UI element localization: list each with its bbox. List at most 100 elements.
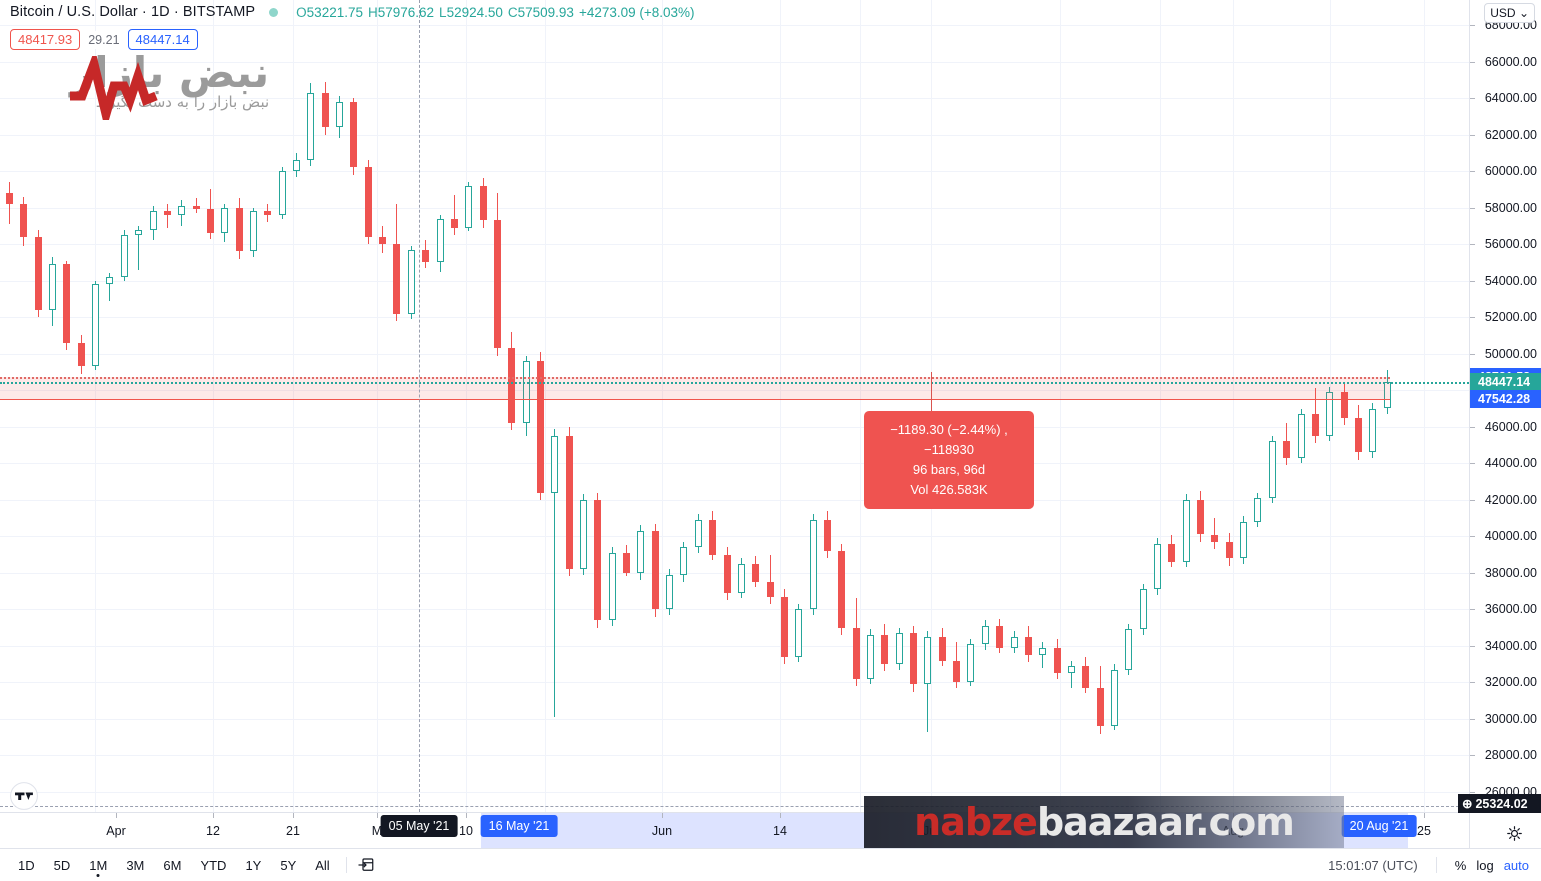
- price-tick-label: 66000.00: [1484, 54, 1537, 69]
- close-value: 57509.93: [517, 4, 574, 20]
- price-tick-mark: [1470, 61, 1475, 63]
- candlestick: [436, 0, 444, 812]
- badge-blue-value[interactable]: 48447.14: [127, 29, 198, 50]
- gridline-vertical: [1424, 0, 1425, 812]
- candlestick: [149, 0, 157, 812]
- price-tick-mark: [1470, 280, 1475, 282]
- candlestick: [450, 0, 458, 812]
- candlestick: [1010, 0, 1018, 812]
- candlestick: [6, 0, 13, 812]
- gridline-vertical: [860, 0, 861, 812]
- candlestick: [364, 0, 372, 812]
- price-scale[interactable]: 68000.00 66000.00 64000.00 62000.00 60000.00…: [1458, 0, 1541, 814]
- time-tick-label: 14: [773, 824, 787, 838]
- price-tick-label: 32000.00: [1484, 675, 1537, 690]
- candlestick: [1082, 0, 1090, 812]
- candlestick: [1254, 0, 1262, 812]
- range-button-1d[interactable]: 1D: [18, 857, 35, 873]
- chart-pane[interactable]: −1189.30 (−2.44%) , −118930 96 bars, 96d…: [0, 0, 1469, 812]
- price-tick-label: 54000.00: [1484, 273, 1537, 288]
- range-button-ytd[interactable]: YTD: [200, 857, 227, 873]
- candlestick: [293, 0, 300, 812]
- range-button-5d[interactable]: 5D: [53, 857, 71, 873]
- price-label-lower[interactable]: 47542.28: [1470, 389, 1541, 408]
- candlestick: [135, 0, 143, 812]
- time-label-range-start[interactable]: 16 May '21: [480, 815, 558, 837]
- log-toggle[interactable]: log: [1476, 857, 1494, 873]
- candlestick: [235, 0, 243, 812]
- candlestick: [178, 0, 186, 812]
- price-tick-label: 36000.00: [1484, 602, 1537, 617]
- candlestick: [580, 0, 587, 812]
- gridline-vertical: [662, 0, 663, 812]
- tradingview-logo-icon[interactable]: [10, 782, 38, 810]
- time-label-range-end[interactable]: 20 Aug '21: [1341, 815, 1417, 837]
- time-tick-label: 12: [206, 824, 220, 838]
- candlestick: [350, 0, 358, 812]
- time-label-crosshair[interactable]: 05 May '21: [380, 815, 458, 837]
- price-tick-label: 60000.00: [1484, 164, 1537, 179]
- candlestick: [379, 0, 387, 812]
- range-button-5y[interactable]: 5Y: [280, 857, 297, 873]
- candlestick: [680, 0, 688, 812]
- candlestick: [393, 0, 401, 812]
- range-button-1m[interactable]: 1M: [81, 854, 115, 877]
- candlestick: [77, 0, 85, 812]
- candlestick: [809, 0, 817, 812]
- gridline-horizontal: [0, 244, 1469, 246]
- currency-selector[interactable]: USD ⌄: [1484, 3, 1535, 23]
- gridline-horizontal: [0, 390, 1469, 392]
- range-button-3m[interactable]: 3M: [126, 857, 145, 873]
- price-tick-label: 42000.00: [1484, 492, 1537, 507]
- price-tick-label: 62000.00: [1484, 127, 1537, 142]
- price-tick-mark: [1470, 718, 1475, 720]
- price-tick-mark: [1470, 134, 1475, 136]
- candlestick: [522, 0, 530, 812]
- resistance-zone[interactable]: [0, 376, 1390, 399]
- auto-toggle[interactable]: auto: [1503, 857, 1529, 873]
- candlestick: [336, 0, 344, 812]
- percent-toggle[interactable]: %: [1454, 857, 1467, 873]
- price-tick-label: 44000.00: [1484, 456, 1537, 471]
- candlestick: [938, 0, 946, 812]
- gridline-vertical: [377, 0, 378, 812]
- price-tick-label: 64000.00: [1484, 91, 1537, 106]
- price-tick-label: 58000.00: [1484, 200, 1537, 215]
- gear-icon[interactable]: [1506, 825, 1523, 842]
- candlestick: [1067, 0, 1075, 812]
- measure-tooltip[interactable]: −1189.30 (−2.44%) , −118930 96 bars, 96d…: [864, 411, 1034, 509]
- measure-volume: Vol 426.583K: [910, 482, 988, 497]
- candlestick: [49, 0, 57, 812]
- gridline-horizontal: [0, 134, 1469, 136]
- price-tick-mark: [1470, 207, 1475, 209]
- gridline-horizontal: [0, 609, 1469, 611]
- range-button-all[interactable]: All: [315, 857, 330, 873]
- price-label-last[interactable]: 48447.14: [1470, 373, 1541, 392]
- time-tick-mark: [116, 813, 117, 818]
- range-button-6m[interactable]: 6M: [163, 857, 182, 873]
- price-label-cursor: ⊕ 25324.02: [1458, 794, 1541, 814]
- range-button-1y[interactable]: 1Y: [245, 857, 262, 873]
- range-selector[interactable]: 1D 5D 1M 3M 6M YTD 1Y 5Y All: [0, 854, 338, 877]
- price-tick-mark: [1470, 682, 1475, 684]
- calendar-goto-icon[interactable]: [357, 856, 375, 874]
- candlestick: [924, 0, 932, 812]
- candlestick: [1283, 0, 1291, 812]
- price-tick-mark: [1470, 536, 1475, 538]
- time-tick-label: Apr: [106, 824, 126, 838]
- clock-label[interactable]: 15:01:07 (UTC): [1328, 857, 1418, 873]
- resistance-zone-top-line: [0, 376, 1390, 379]
- candlestick: [996, 0, 1004, 812]
- low-value: 52924.50: [446, 4, 503, 20]
- crosshair-plus-icon[interactable]: ⊕: [1462, 797, 1473, 812]
- badge-red-value[interactable]: 48417.93: [10, 29, 81, 50]
- candlestick: [106, 0, 114, 812]
- candlestick: [34, 0, 42, 812]
- candlestick: [1039, 0, 1047, 812]
- symbol-title[interactable]: Bitcoin / U.S. Dollar · 1D · BITSTAMP: [10, 4, 256, 20]
- candlestick: [1182, 0, 1190, 812]
- price-tick-label: 34000.00: [1484, 638, 1537, 653]
- watermark-red: nabze: [914, 800, 1038, 844]
- candlestick: [1096, 0, 1104, 812]
- candlestick: [795, 0, 803, 812]
